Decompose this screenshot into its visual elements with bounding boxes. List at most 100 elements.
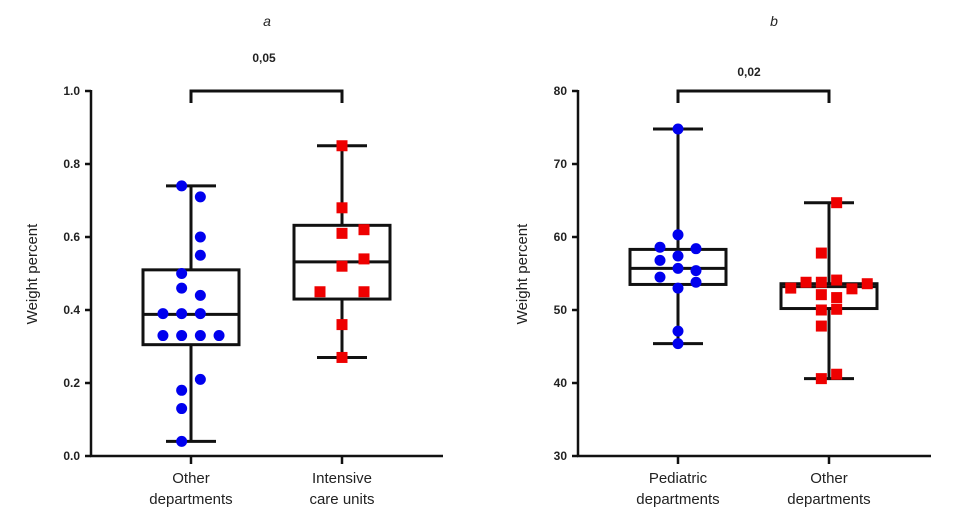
panel-b-y-axis-label: Weight percent — [514, 223, 531, 324]
data-point — [194, 373, 206, 385]
data-point — [176, 435, 188, 447]
data-point — [800, 276, 812, 288]
y-tick-label: 50 — [554, 303, 568, 317]
data-point — [831, 292, 843, 304]
data-point — [176, 268, 188, 279]
panel-a-points — [157, 140, 370, 447]
data-point — [815, 373, 827, 385]
y-tick-label: 0.0 — [63, 449, 80, 463]
panel-a-x-ticks: Other departments Intensive care units — [149, 456, 375, 508]
x-tick-label: Other — [172, 470, 210, 487]
data-point — [672, 282, 684, 294]
data-point — [194, 330, 206, 342]
panel-b-significance-bracket — [676, 89, 831, 103]
data-point — [194, 231, 206, 243]
data-point — [358, 253, 370, 265]
data-point — [785, 282, 797, 294]
data-point — [672, 229, 684, 241]
data-point — [815, 289, 827, 301]
y-tick-label: 1.0 — [63, 84, 80, 98]
data-point — [157, 330, 169, 342]
box-plot-1 — [141, 184, 241, 443]
x-tick-label: departments — [787, 491, 870, 508]
data-point — [213, 330, 225, 342]
data-point — [336, 202, 348, 214]
panel-b-y-ticks: 30 40 50 60 70 80 — [554, 84, 931, 463]
data-point — [176, 180, 188, 192]
data-point — [672, 338, 684, 350]
y-tick-label: 0.2 — [63, 376, 80, 390]
data-point — [672, 325, 684, 337]
y-tick-label: 70 — [554, 157, 568, 171]
data-point — [336, 319, 348, 331]
data-point — [358, 224, 370, 236]
data-point — [336, 351, 348, 363]
y-tick-label: 0.6 — [63, 230, 80, 244]
data-point — [846, 283, 858, 295]
data-point — [672, 123, 684, 135]
data-point — [672, 262, 684, 274]
significance-bracket-line — [676, 89, 831, 103]
y-tick-label: 0.8 — [63, 157, 80, 171]
data-point — [336, 260, 348, 272]
y-tick-label: 80 — [554, 84, 568, 98]
data-point — [815, 276, 827, 288]
data-point — [831, 368, 843, 380]
data-point — [815, 247, 827, 259]
data-point — [831, 274, 843, 286]
data-point — [194, 191, 206, 203]
y-tick-label: 40 — [554, 376, 568, 390]
x-tick-label: Pediatric — [649, 470, 708, 487]
panel-b-boxes — [628, 127, 879, 381]
panel-b-label: b — [770, 13, 778, 29]
x-tick-label: Intensive — [312, 470, 372, 487]
significance-bracket-line — [189, 89, 344, 103]
panel-a-y-axis-label: Weight percent — [24, 223, 41, 324]
panel-a-y-ticks: 0.0 0.2 0.4 0.6 0.8 1.0 — [63, 84, 443, 463]
data-point — [176, 308, 188, 320]
panel-a: a 0,05 Weight percent 0.0 0.2 0.4 0.6 0.8 1.0… — [24, 13, 443, 508]
data-point — [690, 276, 702, 288]
data-point — [176, 384, 188, 396]
data-point — [861, 278, 873, 290]
y-tick-label: 60 — [554, 230, 568, 244]
data-point — [194, 289, 206, 301]
y-tick-label: 0.4 — [63, 303, 80, 317]
data-point — [672, 250, 684, 262]
panel-a-label: a — [263, 13, 271, 29]
x-tick-label: departments — [149, 491, 232, 508]
x-tick-label: departments — [636, 491, 719, 508]
x-tick-label: care units — [309, 491, 374, 508]
data-point — [815, 304, 827, 316]
data-point — [831, 197, 843, 209]
panel-a-significance-bracket — [189, 89, 344, 103]
data-point — [176, 330, 188, 342]
data-point — [176, 282, 188, 294]
data-point — [654, 271, 666, 283]
panel-b: b 0,02 Weight percent 30 40 50 60 70 80 Pedia… — [514, 13, 931, 508]
data-point — [831, 303, 843, 315]
data-point — [336, 227, 348, 239]
data-point — [157, 308, 169, 320]
data-point — [815, 320, 827, 332]
data-point — [194, 308, 206, 320]
panel-a-p-value: 0,05 — [252, 51, 276, 65]
data-point — [358, 286, 370, 298]
data-point — [654, 254, 666, 266]
panel-b-points — [654, 123, 873, 385]
data-point — [336, 140, 348, 152]
data-point — [314, 286, 326, 298]
box-plot-2 — [779, 201, 879, 381]
data-point — [194, 249, 206, 261]
data-point — [654, 241, 666, 253]
panel-b-x-ticks: Pediatric departments Other departments — [636, 456, 871, 508]
panel-b-p-value: 0,02 — [737, 65, 761, 79]
x-tick-label: Other — [810, 470, 848, 487]
data-point — [176, 403, 188, 415]
iqr-box — [141, 268, 241, 347]
iqr-box — [779, 282, 879, 311]
data-point — [690, 265, 702, 277]
y-tick-label: 30 — [554, 449, 568, 463]
data-point — [690, 243, 702, 255]
